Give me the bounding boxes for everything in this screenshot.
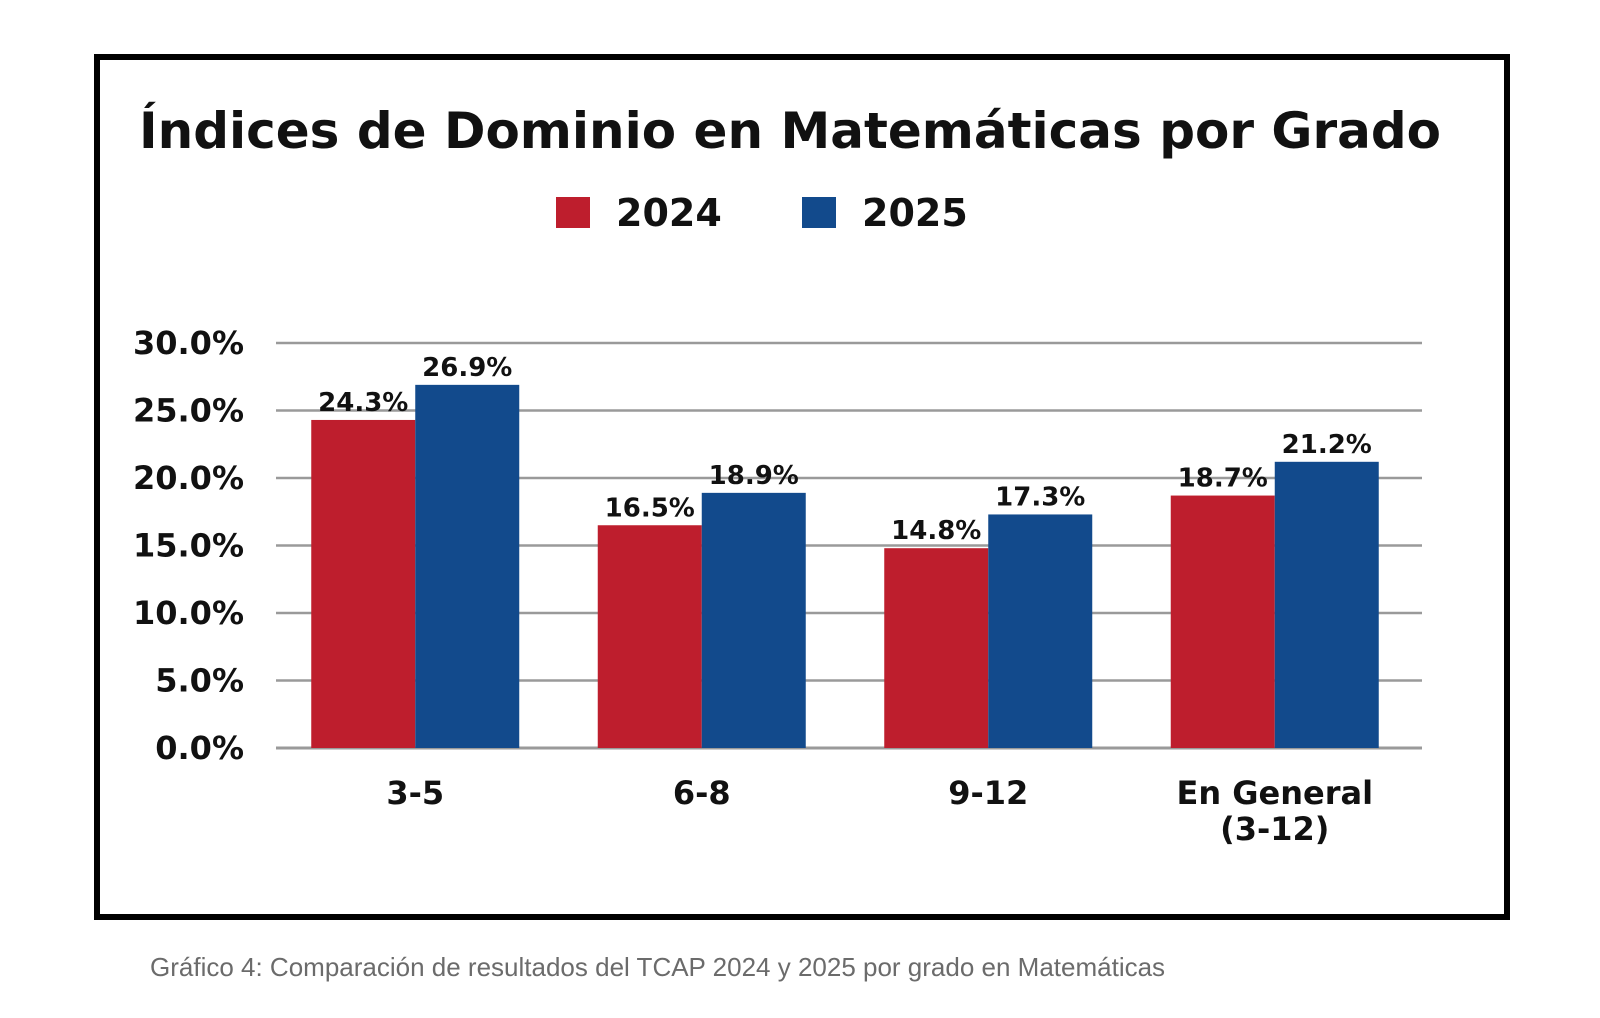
y-tick-label: 10.0% bbox=[133, 594, 244, 632]
x-tick-label: 3-5 bbox=[386, 774, 444, 812]
chart-svg: Índices de Dominio en Matemáticas por Gr… bbox=[133, 101, 1441, 848]
bar-2025-0 bbox=[415, 384, 520, 748]
chart-title: Índices de Dominio en Matemáticas por Gr… bbox=[139, 101, 1441, 160]
x-axis: 3-5 6-8 9-12 En General (3-12) bbox=[386, 774, 1373, 848]
data-label-2024-2: 14.8% bbox=[891, 516, 981, 546]
y-tick-label: 30.0% bbox=[133, 324, 244, 362]
bar-2024-3 bbox=[1170, 495, 1275, 748]
y-tick-label: 15.0% bbox=[133, 527, 244, 565]
y-tick-label: 0.0% bbox=[155, 729, 244, 767]
bar-2025-2 bbox=[988, 514, 1093, 748]
legend-label-2024: 2024 bbox=[616, 191, 722, 235]
data-label-2024-1: 16.5% bbox=[605, 493, 695, 523]
x-tick-label: 6-8 bbox=[673, 774, 731, 812]
data-label-2024-0: 24.3% bbox=[318, 388, 408, 418]
legend-swatch-2024 bbox=[556, 197, 590, 228]
bar-2025-3 bbox=[1274, 461, 1379, 748]
y-axis: 0.0% 5.0% 10.0% 15.0% 20.0% 25.0% 30.0% bbox=[133, 324, 244, 767]
figure-caption: Gráfico 4: Comparación de resultados del… bbox=[150, 952, 1166, 982]
bar-2024-2 bbox=[884, 548, 989, 748]
x-tick-label: En General (3-12) bbox=[1176, 774, 1373, 848]
bar-2024-1 bbox=[597, 525, 702, 748]
y-tick-label: 20.0% bbox=[133, 459, 244, 497]
data-label-2025-2: 17.3% bbox=[995, 482, 1085, 512]
y-tick-label: 25.0% bbox=[133, 392, 244, 430]
bar-2024-0 bbox=[311, 419, 416, 748]
value-labels: 24.3% 26.9% 16.5% 18.9% 14.8% 17.3% 18.7% 21.2% bbox=[318, 353, 1372, 546]
bar-2025-1 bbox=[701, 492, 806, 748]
bars bbox=[311, 384, 1379, 748]
legend-label-2025: 2025 bbox=[862, 191, 968, 235]
data-label-2024-3: 18.7% bbox=[1178, 464, 1268, 494]
x-tick-label: 9-12 bbox=[948, 774, 1028, 812]
legend-swatch-2025 bbox=[802, 197, 836, 228]
data-label-2025-1: 18.9% bbox=[709, 461, 799, 491]
data-label-2025-0: 26.9% bbox=[422, 353, 512, 383]
data-label-2025-3: 21.2% bbox=[1282, 430, 1372, 460]
y-tick-label: 5.0% bbox=[155, 662, 244, 700]
legend: 2024 2025 bbox=[556, 191, 968, 235]
chart-frame: Índices de Dominio en Matemáticas por Gr… bbox=[94, 54, 1510, 920]
